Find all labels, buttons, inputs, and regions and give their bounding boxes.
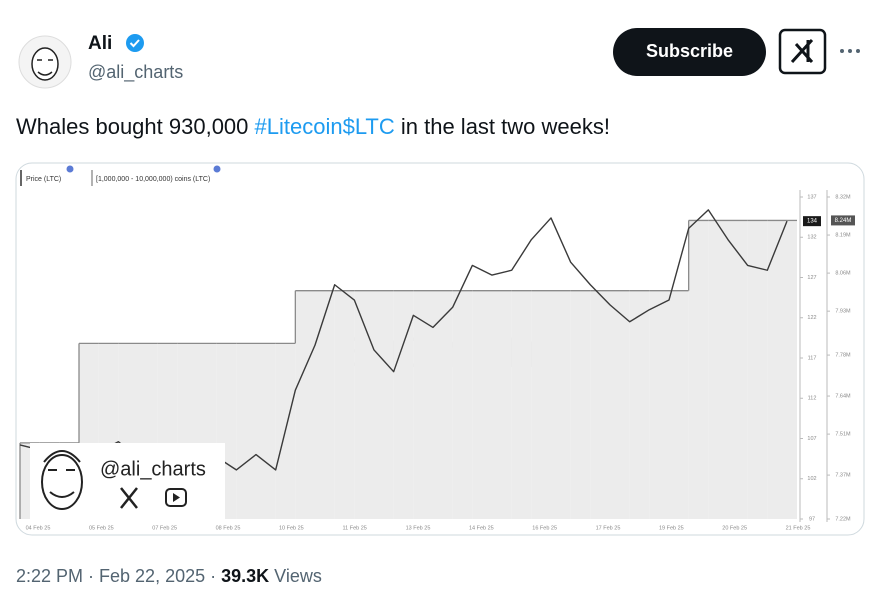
x-tick-label: 19 Feb 25 — [659, 525, 684, 531]
verified-badge — [126, 34, 144, 52]
x-tick-label: 07 Feb 25 — [152, 525, 177, 531]
legend — [20, 165, 221, 186]
x-tick-label: 20 Feb 25 — [722, 525, 747, 531]
y2-tick-label: 7.78M — [835, 353, 851, 359]
hashtag[interactable]: #Litecoin — [255, 114, 343, 139]
y-tick-label: 107 — [807, 436, 816, 442]
holdings-area — [354, 290, 374, 519]
holdings-area — [295, 290, 315, 519]
legend-label: Price (LTC) — [26, 176, 61, 183]
holdings-area — [570, 290, 591, 519]
y2-tick-label: 7.37M — [835, 473, 851, 479]
holdings-area — [767, 220, 787, 519]
x-tick-label: 08 Feb 25 — [216, 525, 241, 531]
holdings-area — [728, 220, 748, 519]
views-label: Views — [274, 566, 322, 586]
holdings-area — [590, 290, 610, 519]
y2-tick-label: 8.19M — [835, 233, 851, 239]
holdings-area — [315, 290, 335, 519]
holdings-area — [688, 220, 709, 519]
legend-label: [1,000,000 - 10,000,000) coins (LTC) — [96, 176, 210, 183]
tweet-meta: 2:22 PM · Feb 22, 2025 · 39.3K Views — [16, 566, 322, 586]
holdings-area — [413, 290, 433, 519]
y-tick-label: 132 — [807, 235, 816, 241]
y-tick-label: 112 — [808, 396, 817, 402]
y-tick-label: 102 — [807, 476, 816, 482]
y-tick-label: 97 — [809, 516, 815, 522]
text: Whales bought 930,000 — [16, 114, 255, 139]
holdings-area — [551, 290, 571, 519]
holdings-area — [393, 290, 414, 519]
price-marker-box — [803, 216, 821, 227]
holdings-area — [649, 290, 669, 519]
holdings-area — [511, 290, 532, 519]
holdings-area — [669, 290, 689, 519]
x-tick-label: 11 Feb 25 — [342, 525, 366, 531]
x-tick-label: 21 Feb 25 — [786, 525, 811, 531]
holdings-area — [787, 220, 797, 519]
subscribe-label[interactable]: Subscribe — [646, 41, 733, 61]
x-tick-label: 14 Feb 25 — [469, 525, 494, 531]
watermark-badge — [30, 443, 225, 523]
holdings-area — [452, 290, 473, 519]
holdings-area — [610, 290, 630, 519]
overlay-handle: @ali_charts — [100, 458, 206, 480]
cashtag[interactable]: $LTC — [343, 114, 395, 139]
holdings-area — [256, 343, 276, 519]
subscribe-button[interactable] — [613, 28, 766, 76]
price-marker-label: 134 — [807, 219, 818, 225]
y-tick-label: 137 — [807, 194, 816, 200]
text: in the last two weeks! — [395, 114, 610, 139]
timestamp[interactable]: 2:22 PM · Feb 22, 2025 · — [16, 566, 221, 586]
y-tick-label: 122 — [807, 315, 816, 321]
x-tick-label: 04 Feb 25 — [26, 525, 51, 531]
x-tick-label: 05 Feb 25 — [89, 525, 114, 531]
y2-tick-label: 7.93M — [835, 309, 851, 315]
tweet-text: Whales bought 930,000 #Litecoin$LTC in t… — [16, 114, 610, 139]
holdings-area — [531, 290, 551, 519]
avatar[interactable] — [18, 35, 72, 89]
holdings-area — [236, 343, 256, 519]
author-handle[interactable]: @ali_charts — [88, 62, 183, 83]
x-tick-label: 13 Feb 25 — [406, 525, 431, 531]
holdings-area — [472, 290, 492, 519]
holdings-area — [334, 290, 355, 519]
y2-tick-label: 8.32M — [835, 194, 851, 200]
x-tick-label: 16 Feb 25 — [532, 525, 557, 531]
holdings-area — [629, 290, 650, 519]
author-name[interactable]: Ali — [88, 33, 112, 54]
holdings-area — [433, 290, 453, 519]
x-tick-label: 10 Feb 25 — [279, 525, 304, 531]
holdings-marker-box — [831, 215, 855, 226]
holdings-area — [708, 220, 728, 519]
holdings-area — [374, 290, 394, 519]
y2-tick-label: 7.64M — [835, 394, 851, 400]
grok-button[interactable] — [778, 28, 827, 75]
holdings-area — [747, 220, 768, 519]
y-tick-label: 117 — [808, 355, 817, 361]
x-tick-label: 17 Feb 25 — [596, 525, 621, 531]
y-tick-label: 127 — [807, 275, 816, 281]
y2-tick-label: 8.06M — [835, 271, 851, 277]
y2-tick-label: 7.22M — [835, 516, 851, 522]
more-button[interactable] — [840, 49, 860, 53]
holdings-marker-label: 8.24M — [835, 218, 852, 224]
holdings-area — [492, 290, 512, 519]
y2-tick-label: 7.51M — [835, 432, 851, 438]
views-count: 39.3K — [221, 566, 269, 586]
